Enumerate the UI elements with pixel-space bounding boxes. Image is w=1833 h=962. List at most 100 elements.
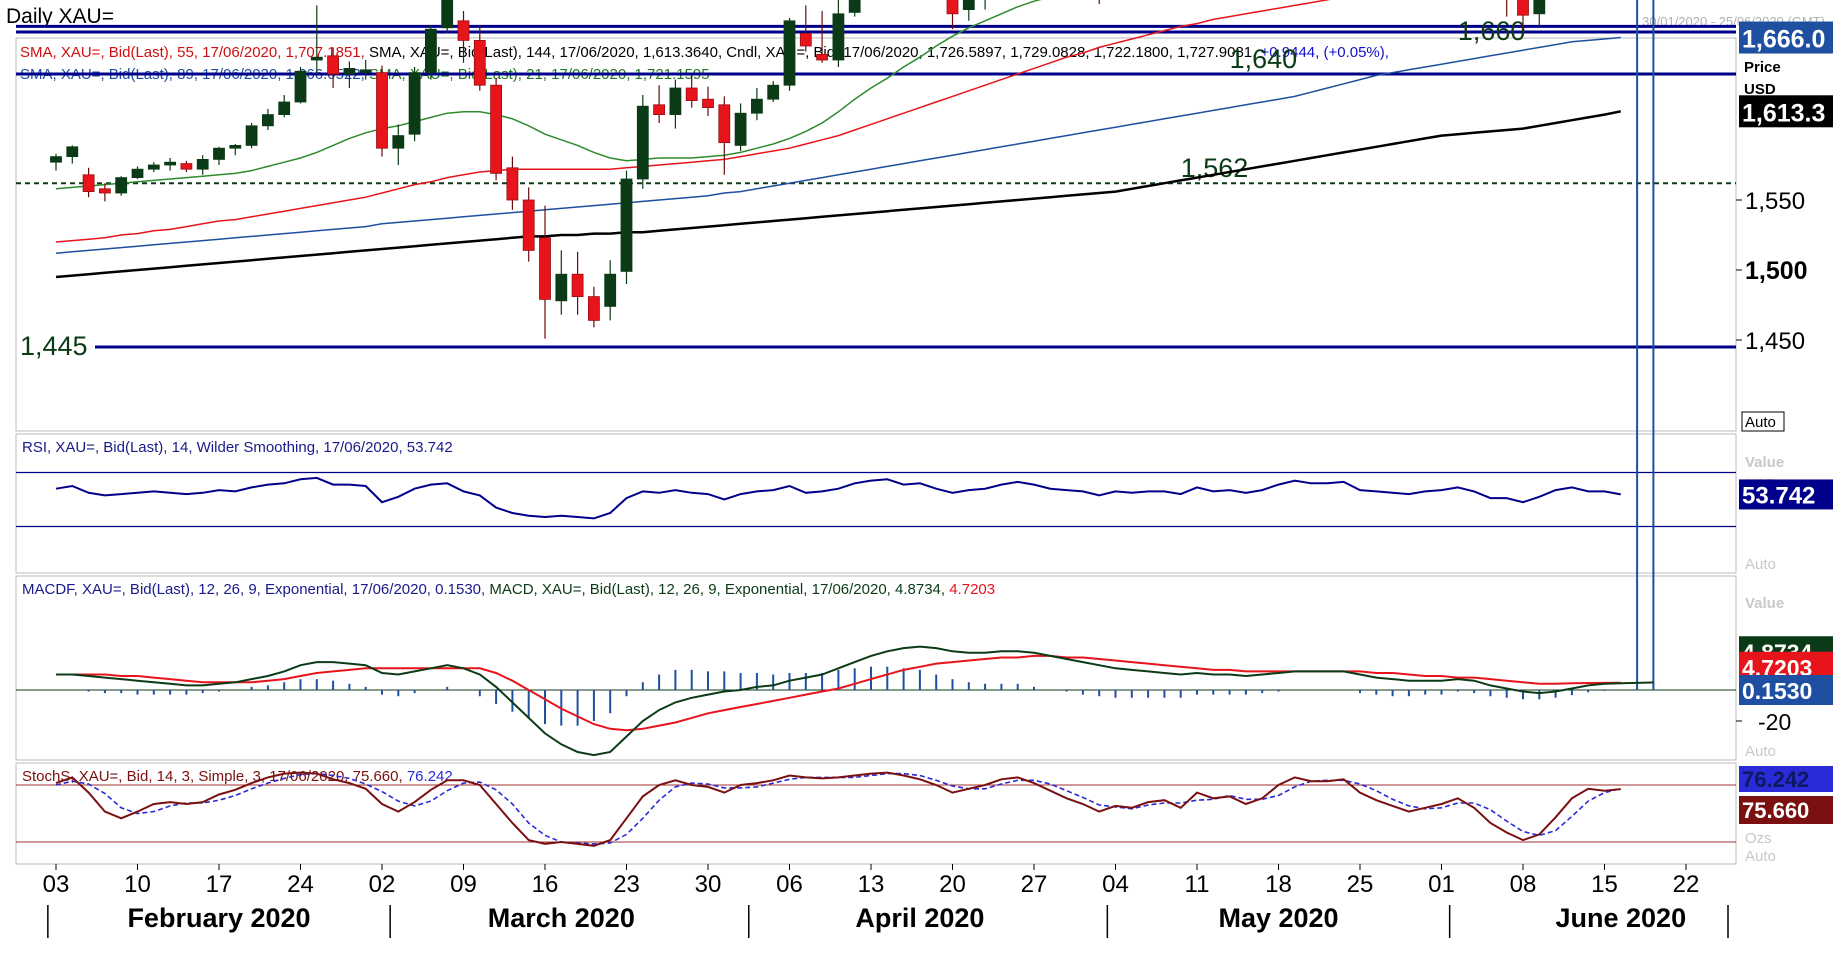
candle-up bbox=[669, 87, 682, 116]
macd-signal-line bbox=[56, 654, 1621, 732]
candle-down bbox=[82, 174, 95, 193]
stoch-d-badge-bg bbox=[1739, 766, 1833, 792]
x-tick-label: 20 bbox=[939, 871, 966, 898]
candle-down bbox=[180, 163, 193, 170]
x-tick-label: 10 bbox=[124, 871, 151, 898]
x-tick-label: 17 bbox=[206, 871, 233, 898]
auto-scale-box bbox=[1741, 411, 1785, 432]
candle-up bbox=[555, 273, 568, 302]
candle-up bbox=[343, 68, 356, 75]
candle-down bbox=[490, 84, 503, 174]
candle-up bbox=[310, 56, 323, 61]
sma89-line bbox=[55, 36, 1621, 254]
rsi-axis-title: Value bbox=[1745, 454, 1784, 471]
level-label-8: 1,660 bbox=[1458, 16, 1526, 46]
x-tick-label: 06 bbox=[776, 871, 803, 898]
candle-down bbox=[653, 104, 665, 116]
candle-up bbox=[1533, 0, 1546, 15]
month-label: June 2020 bbox=[1556, 903, 1687, 933]
candle-up bbox=[734, 112, 747, 146]
candle-up bbox=[767, 84, 780, 100]
x-tick-label: 11 bbox=[1185, 871, 1210, 898]
candle-up bbox=[213, 147, 225, 160]
price-legend-line-1: SMA, XAU=, Bid(Last), 55, 17/06/2020, 1,… bbox=[20, 44, 1389, 61]
price-axis-title: Price bbox=[1744, 59, 1781, 76]
candle-up bbox=[261, 114, 274, 127]
macd-panel-frame bbox=[15, 575, 1737, 761]
candle-down bbox=[1517, 0, 1529, 16]
x-axis: 03 10 17 24 02 09 16 23 30 06 13 20 27 04 11 18 25 01 08 15… bbox=[43, 864, 1729, 938]
price-tick-label: 1,450 bbox=[1745, 328, 1805, 355]
stoch-k-badge-label: 75.660 bbox=[1742, 798, 1809, 823]
sma144-line bbox=[55, 110, 1622, 279]
level-label-7: 1,445 bbox=[20, 331, 88, 361]
price-axis-unit: USD bbox=[1744, 81, 1776, 98]
x-tick-label: 15 bbox=[1591, 871, 1618, 898]
price-tick-label: 1,500 bbox=[1745, 257, 1808, 285]
macd-auto-label: Auto bbox=[1745, 743, 1776, 760]
stoch-d-badge-label: 76.242 bbox=[1742, 767, 1809, 792]
x-tick-label: 30 bbox=[695, 871, 722, 898]
x-tick-label: 22 bbox=[1673, 871, 1700, 898]
price-badge-label: 1,666.0 bbox=[1742, 26, 1825, 54]
stoch-k-badge-bg bbox=[1739, 796, 1833, 824]
candle-up bbox=[359, 69, 372, 74]
x-tick-label: 24 bbox=[287, 871, 314, 898]
candle-up bbox=[115, 177, 128, 194]
macd-legend-hist: MACDF, XAU=, Bid(Last), 12, 26, 9, Expon… bbox=[22, 581, 489, 598]
candle-up bbox=[636, 105, 649, 180]
x-tick-label: 18 bbox=[1265, 871, 1292, 898]
auto-scale-label: Auto bbox=[1745, 414, 1776, 431]
candle-down bbox=[702, 98, 714, 108]
price-panel-frame bbox=[15, 37, 1737, 432]
price-badge-label: 1,613.3 bbox=[1742, 99, 1825, 127]
rsi-panel-frame bbox=[15, 433, 1737, 574]
candle-up bbox=[620, 178, 633, 272]
candle-up bbox=[278, 101, 291, 115]
macd-legend-line: MACD, XAU=, Bid(Last), 12, 26, 9, Expone… bbox=[489, 581, 949, 598]
candle-down bbox=[539, 237, 551, 300]
rsi-plot: 53.742 Auto bbox=[16, 471, 1833, 573]
chart-title: Daily XAU= bbox=[6, 5, 114, 28]
candle-down bbox=[588, 296, 600, 321]
candle-down bbox=[718, 104, 731, 144]
x-tick-label: 08 bbox=[1510, 871, 1537, 898]
candle-down bbox=[816, 54, 828, 61]
legend-candle: Cndl, XAU=, Bid, 17/06/2020, 1,726.5897,… bbox=[726, 44, 1260, 61]
candle-down bbox=[473, 40, 486, 86]
stoch-panel-frame bbox=[15, 762, 1737, 865]
x-tick-label: 27 bbox=[1021, 871, 1048, 898]
price-badge-bg bbox=[1739, 21, 1833, 54]
stoch-legend-d: 76.242 bbox=[407, 768, 453, 785]
candle-up bbox=[604, 273, 617, 307]
legend-sma55: SMA, XAU=, Bid(Last), 55, 17/06/2020, 1,… bbox=[20, 44, 369, 61]
candle-up bbox=[848, 0, 861, 13]
stoch-legend: StochS, XAU=, Bid, 14, 3, Simple, 3, 17/… bbox=[22, 768, 453, 785]
macd-line bbox=[56, 645, 1654, 757]
candle-down bbox=[99, 188, 111, 194]
candle-up bbox=[229, 144, 242, 149]
candle-up bbox=[66, 146, 79, 158]
candle-up bbox=[50, 156, 62, 163]
macd-legend: MACDF, XAU=, Bid(Last), 12, 26, 9, Expon… bbox=[22, 581, 995, 598]
candle-down bbox=[571, 273, 584, 298]
x-tick-label: 01 bbox=[1428, 871, 1455, 898]
month-label: March 2020 bbox=[488, 903, 635, 933]
legend-change: +0.9444, (+0.05%), bbox=[1260, 44, 1388, 61]
candle-up bbox=[245, 125, 258, 146]
macd-badge-label: 0.1530 bbox=[1742, 678, 1812, 704]
candle-up bbox=[783, 20, 796, 86]
candle-up bbox=[147, 164, 160, 170]
rsi-badge-label: 53.742 bbox=[1742, 482, 1815, 509]
candle-down bbox=[457, 20, 470, 41]
candle-down bbox=[376, 72, 388, 149]
rsi-auto-label: Auto bbox=[1745, 556, 1776, 573]
x-tick-label: 03 bbox=[43, 871, 70, 898]
candle-up bbox=[962, 0, 975, 10]
macd-tick-label: -20 bbox=[1758, 709, 1791, 735]
x-tick-label: 02 bbox=[369, 871, 396, 898]
candle-down bbox=[522, 199, 535, 251]
